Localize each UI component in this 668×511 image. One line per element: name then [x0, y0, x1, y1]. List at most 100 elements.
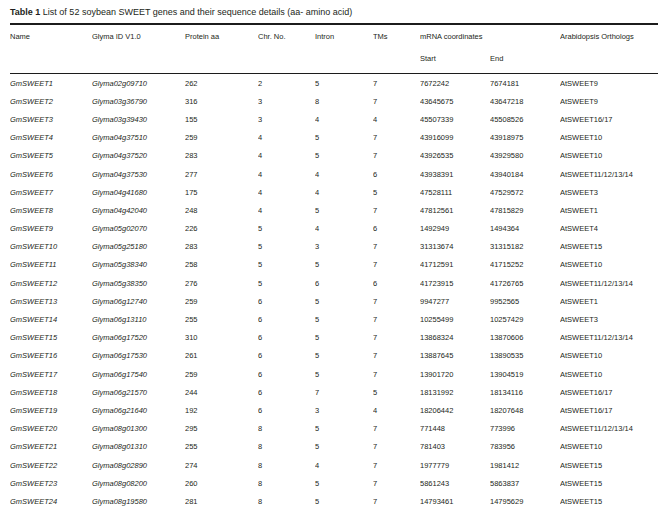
table-cell: 5863837 — [490, 474, 560, 492]
table-cell: Glyma04g41680 — [92, 183, 185, 201]
table-cell: 5 — [315, 310, 373, 328]
table-header: Name Glyma ID V1.0 Protein aa Chr. No. I… — [10, 25, 658, 74]
table-cell: 5 — [315, 365, 373, 383]
table-row: GmSWEET18Glyma06g21570244675181319921813… — [10, 383, 658, 401]
table-cell: Glyma04g37530 — [92, 165, 185, 183]
table-cell: 31313674 — [420, 238, 490, 256]
table-cell: 5 — [258, 256, 315, 274]
table-cell: AtSWEET11/12/13/14 — [560, 274, 658, 292]
table-cell: 274 — [185, 456, 258, 474]
table-cell: 4 — [258, 147, 315, 165]
table-row: GmSWEET22Glyma08g02890274847197777919814… — [10, 456, 658, 474]
table-cell: 259 — [185, 129, 258, 147]
table-cell: 4 — [315, 183, 373, 201]
table-cell: 47528111 — [420, 183, 490, 201]
table-cell: GmSWEET3 — [10, 110, 92, 128]
table-header-tms: TMs — [373, 25, 420, 74]
table-cell: 783956 — [490, 438, 560, 456]
table-row: GmSWEET20Glyma08g01300295857771448773996… — [10, 420, 658, 438]
gene-table: Name Glyma ID V1.0 Protein aa Chr. No. I… — [10, 25, 658, 511]
table-cell: 259 — [185, 292, 258, 310]
table-cell: GmSWEET22 — [10, 456, 92, 474]
table-body: GmSWEET1Glyma02g097102622577672242767418… — [10, 74, 658, 511]
table-cell: AtSWEET9 — [560, 92, 658, 110]
table-cell: AtSWEET4 — [560, 220, 658, 238]
table-cell: 7 — [373, 238, 420, 256]
table-row: GmSWEET11Glyma05g38340258557417125914171… — [10, 256, 658, 274]
table-cell: GmSWEET21 — [10, 438, 92, 456]
table-cell: 276 — [185, 274, 258, 292]
table-cell: AtSWEET3 — [560, 310, 658, 328]
table-cell: GmSWEET17 — [10, 365, 92, 383]
table-row: GmSWEET14Glyma06g13110255657102554991025… — [10, 310, 658, 328]
table-cell: 4 — [258, 201, 315, 219]
table-cell: 7 — [373, 365, 420, 383]
table-cell: Glyma06g13110 — [92, 310, 185, 328]
table-cell: 18207648 — [490, 401, 560, 419]
table-cell: AtSWEET10 — [560, 129, 658, 147]
table-cell: 155 — [185, 110, 258, 128]
table-cell: GmSWEET13 — [10, 292, 92, 310]
table-row: GmSWEET12Glyma05g38350276566417239154172… — [10, 274, 658, 292]
table-cell: 13887645 — [420, 347, 490, 365]
table-cell: 18206442 — [420, 401, 490, 419]
table-cell: Glyma02g09710 — [92, 74, 185, 93]
table-cell: 7 — [373, 92, 420, 110]
table-cell: Glyma08g19580 — [92, 492, 185, 510]
table-header-arabidopsis-orthologs: Arabidopsis Orthologs — [560, 25, 658, 74]
table-cell: 7 — [373, 292, 420, 310]
table-cell: 5 — [315, 74, 373, 93]
table-cell: 244 — [185, 383, 258, 401]
table-cell: AtSWEET10 — [560, 438, 658, 456]
table-cell: 248 — [185, 201, 258, 219]
table-cell: 5 — [315, 147, 373, 165]
table-cell: 31315182 — [490, 238, 560, 256]
table-cell: 43916099 — [420, 129, 490, 147]
table-cell: 8 — [315, 92, 373, 110]
table-header-end: End — [490, 54, 560, 74]
table-cell: 4 — [315, 456, 373, 474]
table-cell: 8 — [258, 456, 315, 474]
table-cell: 295 — [185, 420, 258, 438]
table-row: GmSWEET7Glyma04g416801754454752811147529… — [10, 183, 658, 201]
table-cell: Glyma05g02070 — [92, 220, 185, 238]
table-cell: 773996 — [490, 420, 560, 438]
table-cell: 4 — [258, 183, 315, 201]
table-cell: GmSWEET18 — [10, 383, 92, 401]
table-cell: 1981412 — [490, 456, 560, 474]
table-cell: 5 — [315, 129, 373, 147]
table-cell: GmSWEET8 — [10, 201, 92, 219]
table-cell: 6 — [258, 383, 315, 401]
table-cell: 18134116 — [490, 383, 560, 401]
table-cell: GmSWEET15 — [10, 329, 92, 347]
table-row: GmSWEET2Glyma03g367903163874364567543647… — [10, 92, 658, 110]
table-row: GmSWEET19Glyma06g21640192634182064421820… — [10, 401, 658, 419]
table-cell: 14795629 — [490, 492, 560, 510]
table-cell: AtSWEET1 — [560, 201, 658, 219]
table-header-row-1: Name Glyma ID V1.0 Protein aa Chr. No. I… — [10, 25, 658, 54]
table-cell: 45508526 — [490, 110, 560, 128]
table-cell: 43938391 — [420, 165, 490, 183]
table-row: GmSWEET15Glyma06g17520310657138683241387… — [10, 329, 658, 347]
table-cell: 1977779 — [420, 456, 490, 474]
table-cell: 261 — [185, 347, 258, 365]
table-cell: AtSWEET1 — [560, 292, 658, 310]
table-cell: GmSWEET23 — [10, 474, 92, 492]
table-header-mrna-coordinates: mRNA coordinates — [420, 25, 560, 54]
table-caption-text: List of 52 soybean SWEET genes and their… — [40, 7, 352, 17]
table-cell: 6 — [373, 165, 420, 183]
paper-page: Table 1 List of 52 soybean SWEET genes a… — [0, 0, 668, 511]
table-row: GmSWEET10Glyma05g25180283537313136743131… — [10, 238, 658, 256]
table-cell: GmSWEET19 — [10, 401, 92, 419]
table-caption-label: Table 1 — [10, 7, 40, 17]
table-cell: 259 — [185, 365, 258, 383]
table-cell: 14793461 — [420, 492, 490, 510]
table-cell: 6 — [373, 220, 420, 238]
table-cell: 41715252 — [490, 256, 560, 274]
table-cell: 262 — [185, 74, 258, 93]
table-cell: 5 — [315, 438, 373, 456]
table-header-start: Start — [420, 54, 490, 74]
table-cell: AtSWEET10 — [560, 365, 658, 383]
table-cell: 41712591 — [420, 256, 490, 274]
table-cell: AtSWEET15 — [560, 474, 658, 492]
